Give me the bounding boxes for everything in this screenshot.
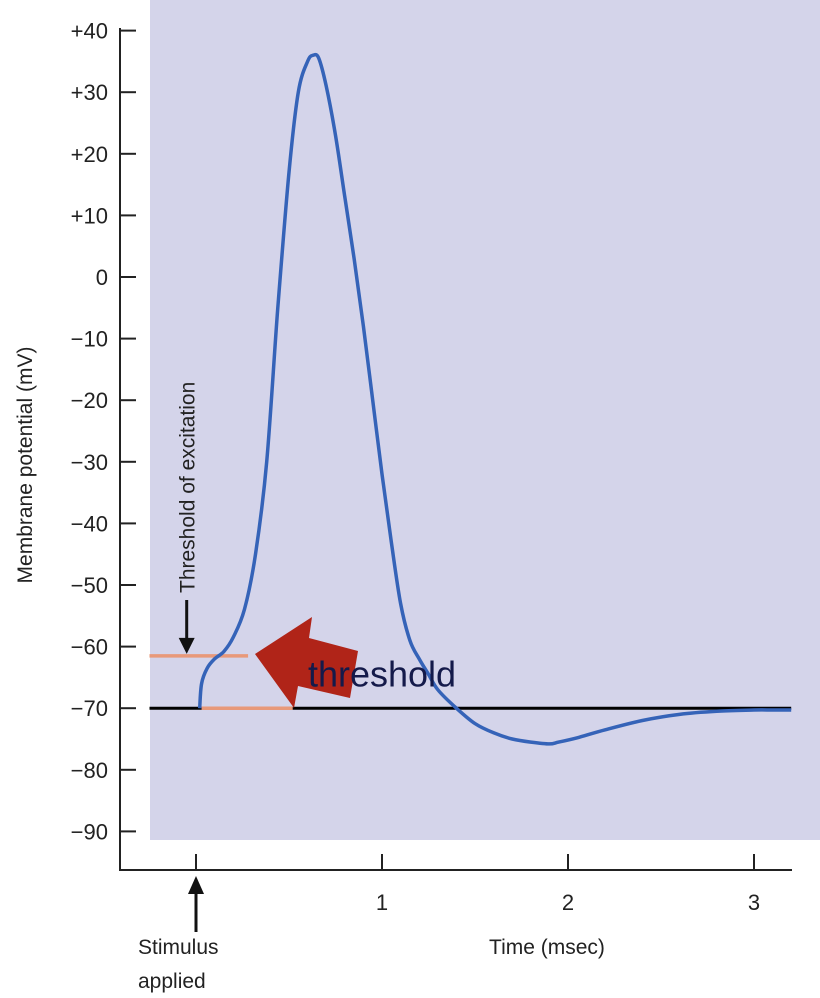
stimulus-applied-line: applied: [138, 970, 206, 993]
axes: Time (msec) Membrane potential (mV): [14, 28, 792, 959]
y-tick-label: −40: [71, 511, 108, 536]
threshold-annotation-label: threshold: [308, 654, 456, 695]
stimulus-applied-label: Stimulus applied: [138, 936, 219, 993]
x-axis-ticks: 1 2 3: [195, 854, 760, 915]
y-tick-label: 0: [96, 265, 108, 290]
stimulus-applied-line: Stimulus: [138, 936, 219, 959]
threshold-callout-arrow: [255, 617, 358, 708]
reference-lines: [149, 654, 792, 710]
annotations: Threshold of excitation Stimulus applied th…: [138, 382, 456, 993]
threshold-of-excitation-arrow-head: [178, 637, 195, 654]
y-tick-label: −10: [71, 327, 108, 352]
y-tick-label: +40: [71, 19, 108, 44]
y-tick-label: −80: [71, 758, 108, 783]
x-tick-label: 2: [562, 890, 574, 915]
x-tick-label: 3: [748, 890, 760, 915]
y-tick-label: −90: [71, 819, 108, 844]
y-tick-label: +30: [71, 80, 108, 105]
y-tick-label: −50: [71, 573, 108, 598]
x-axis-title: Time (msec): [489, 936, 605, 959]
y-tick-label: −20: [71, 388, 108, 413]
y-tick-label: −60: [71, 635, 108, 660]
y-tick-label: −70: [71, 696, 108, 721]
y-tick-label: +10: [71, 203, 108, 228]
threshold-of-excitation-label: Threshold of excitation: [177, 382, 200, 593]
y-axis-title: Membrane potential (mV): [14, 347, 37, 584]
membrane-potential-line: [197, 52, 792, 746]
stimulus-arrow-head: [188, 876, 204, 894]
plot-background: [150, 0, 820, 840]
y-tick-label: −30: [71, 450, 108, 475]
y-tick-label: +20: [71, 142, 108, 167]
y-axis-ticks: +40 +30 +20 +10 0 −10 −20 −30 −40 −50 −60 −70 −80 −90: [71, 19, 136, 844]
x-tick-label: 1: [376, 890, 388, 915]
